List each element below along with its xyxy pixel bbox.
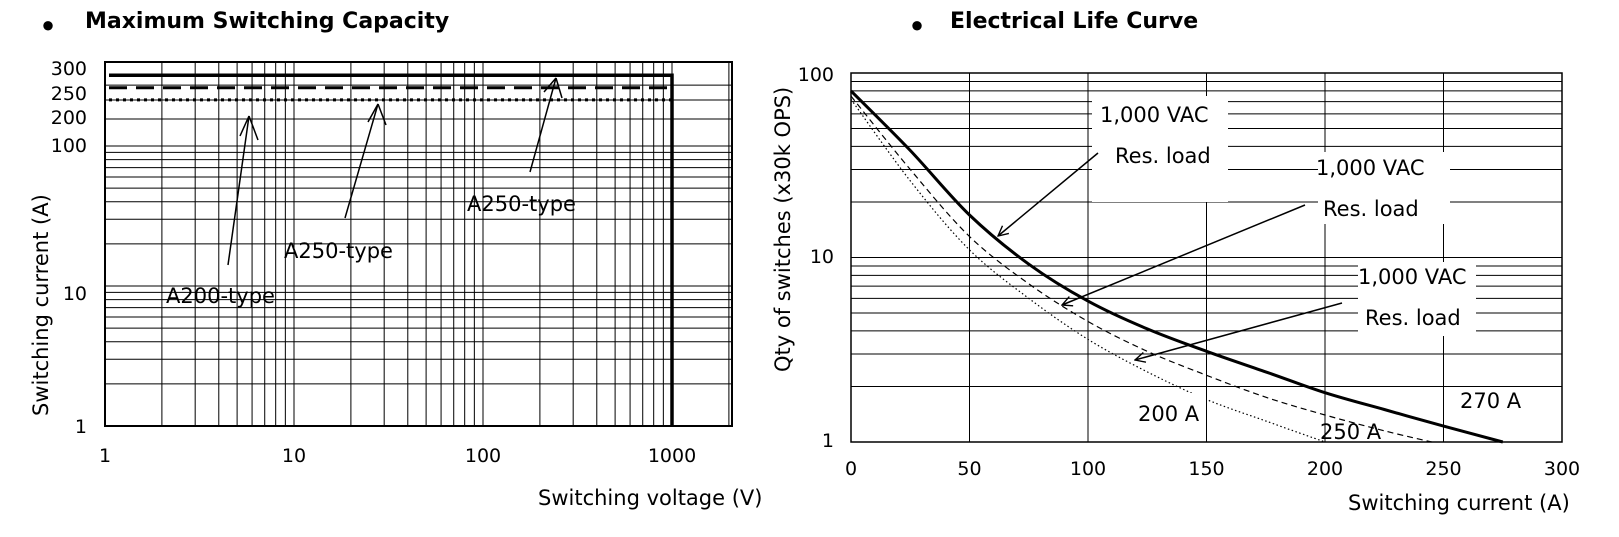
annotation1-load: Res. load xyxy=(1115,144,1211,168)
chart2-x-tick-label: 300 xyxy=(1544,458,1580,480)
chart1-y-tick-label: 10 xyxy=(63,283,87,305)
chart2-y-tick-label: 1 xyxy=(822,430,834,452)
annotation2-load: Res. load xyxy=(1323,197,1419,221)
series-label-200a: 200 A xyxy=(1138,402,1200,426)
chart2-y-axis-label: Qty of switches (x30k OPS) xyxy=(771,87,795,372)
series-label-250a: 250 A xyxy=(1320,420,1382,444)
annotation-a250-type-right: A250-type xyxy=(467,192,576,216)
chart1-plot-border xyxy=(104,61,733,427)
chart1-y-tick-label: 200 xyxy=(51,107,87,129)
chart1-series-solid-line xyxy=(109,73,674,426)
chart1-grid xyxy=(105,62,732,426)
chart2-series-200a-line xyxy=(850,98,1326,443)
annotation3-label-background xyxy=(1358,262,1476,336)
title-bullet-left: ● xyxy=(41,12,54,37)
chart2-series-270a-line xyxy=(849,89,1504,444)
annotation2-arrow xyxy=(1062,204,1306,305)
chart1-x-axis-label: Switching voltage (V) xyxy=(538,486,762,510)
annotation-hook-a200-left xyxy=(239,115,250,137)
annotation-hook-a250-mid-right xyxy=(377,103,387,126)
annotation-a200-type: A200-type xyxy=(166,284,275,308)
annotation-leader-a200 xyxy=(227,115,250,266)
chart2-x-tick-label: 200 xyxy=(1307,458,1343,480)
chart2-x-tick-label: 250 xyxy=(1425,458,1461,480)
chart1-x-tick-label: 100 xyxy=(465,445,501,467)
chart2-x-tick-label: 150 xyxy=(1188,458,1224,480)
annotation-hook-a250-right-left xyxy=(543,77,557,93)
annotation1-arrow xyxy=(998,152,1099,236)
annotation2-label-background xyxy=(1318,152,1450,224)
annotation-hook-a250-right-right xyxy=(555,77,563,99)
chart2-y-axis-label-mask xyxy=(770,60,792,88)
chart2-x-tick-label: 0 xyxy=(845,458,857,480)
chart2-x-tick-label: 100 xyxy=(1070,458,1106,480)
chart-title-electrical-life-curve: Electrical Life Curve xyxy=(950,9,1198,34)
series-label-270a: 270 A xyxy=(1460,389,1522,413)
chart1-y-tick-label: 1 xyxy=(75,416,87,438)
chart2-x-axis-label: Switching current (A) xyxy=(1348,491,1570,515)
annotation-hook-a250-mid-left xyxy=(367,103,379,123)
annotation-a250-type-mid: A250-type xyxy=(284,239,393,263)
annotation1-label-background xyxy=(1092,96,1228,202)
annotation3-arrow xyxy=(1135,302,1343,360)
chart-title-max-switching-capacity: Maximum Switching Capacity xyxy=(85,9,449,34)
annotation-leader-a250-right xyxy=(529,77,557,173)
title-bullet-right: ● xyxy=(910,12,923,37)
chart2-x-tick-label: 50 xyxy=(957,458,981,480)
chart1-y-axis-label: Switching current (A) xyxy=(29,194,53,416)
chart1-x-tick-label: 10 xyxy=(282,445,306,467)
chart2-plot-border xyxy=(850,72,1563,443)
annotation-hook-a200-right xyxy=(248,115,259,141)
chart1-y-tick-label: 250 xyxy=(51,83,87,105)
chart1-x-tick-label: 1000 xyxy=(648,445,696,467)
chart1-series-layer xyxy=(109,73,674,426)
annotation1-voltage: 1,000 VAC xyxy=(1100,103,1208,127)
chart2-tick-labels: 0 50 100 150 200 250 300 1 10 100 xyxy=(798,64,1580,480)
chart2-y-tick-label: 100 xyxy=(798,64,834,86)
chart2-y-tick-label: 10 xyxy=(810,246,834,268)
annotation2-voltage: 1,000 VAC xyxy=(1316,156,1424,180)
chart1-x-tick-label: 1 xyxy=(99,445,111,467)
annotation-leader-a250-mid xyxy=(344,103,379,219)
chart2-series-250a-line xyxy=(850,95,1432,443)
chart1-y-tick-label: 100 xyxy=(51,135,87,157)
chart1-y-tick-label: 300 xyxy=(51,58,87,80)
chart2-series-layer xyxy=(849,89,1504,444)
annotation3-voltage: 1,000 VAC xyxy=(1358,265,1466,289)
label-200a-background xyxy=(1128,393,1206,429)
annotation3-load: Res. load xyxy=(1365,306,1461,330)
